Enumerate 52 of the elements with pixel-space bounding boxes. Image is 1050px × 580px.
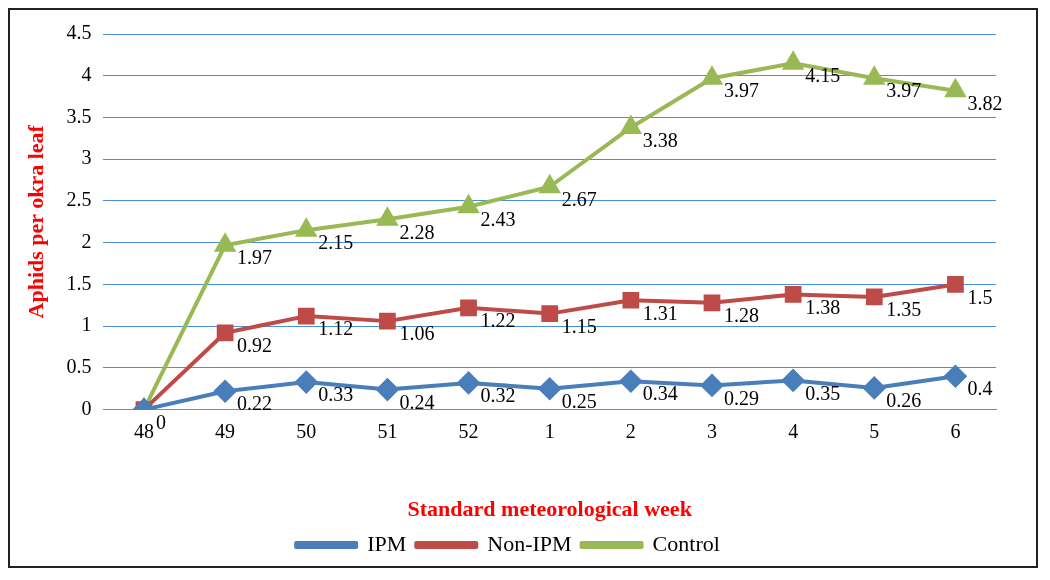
x-tick-label: 49 [215,419,236,442]
data-label: 0.22 [237,392,273,415]
legend-label: IPM [367,530,407,556]
x-tick-label: 50 [296,419,317,442]
data-label: 0.32 [480,384,516,407]
y-tick-label: 0.5 [66,355,92,378]
y-tick-label: 4 [81,62,92,85]
data-label: 1.38 [805,295,841,318]
x-tick-label: 1 [544,419,555,442]
legend-label: Control [652,530,720,556]
x-axis-title: Standard meteorological week [407,496,693,522]
legend-label: Non-IPM [487,530,572,556]
data-label: 0.33 [318,383,354,406]
data-label: 1.06 [399,322,435,345]
x-tick-label: 6 [950,419,961,442]
data-label: 3.38 [642,128,678,151]
data-label: 2.43 [480,208,516,231]
data-label: 3.82 [967,92,1003,115]
data-label: 3.97 [723,79,759,102]
x-tick-label: 48 [133,419,154,442]
data-label: 0.4 [967,377,993,400]
y-tick-label: 3.5 [66,104,92,127]
x-tick-label: 3 [706,419,717,442]
data-label: 1.5 [967,285,993,308]
data-label: 0 [155,410,166,433]
data-label: 0.29 [723,386,759,409]
y-tick-label: 1 [81,313,92,336]
x-tick-label: 51 [377,419,398,442]
y-tick-label: 4.5 [66,21,92,44]
data-label: 1.22 [480,309,516,332]
y-tick-label: 2 [81,229,92,252]
data-label: 0.24 [399,390,435,413]
data-label: 0.25 [561,389,597,412]
data-label: 1.31 [642,301,678,324]
y-axis-title: Aphids per okra leaf [22,124,48,319]
x-tick-label: 4 [788,419,799,442]
y-tick-label: 3 [81,146,92,169]
y-tick-label: 2.5 [66,188,92,211]
data-label: 0.35 [805,381,841,404]
data-label: 1.97 [237,246,273,269]
data-label: 0.26 [886,389,922,412]
data-label: 1.28 [723,304,759,327]
x-tick-label: 5 [869,419,880,442]
data-label: 1.35 [886,298,922,321]
data-label: 2.28 [399,220,435,243]
y-tick-label: 1.5 [66,271,92,294]
x-tick-label: 52 [458,419,479,442]
data-label: 3.97 [886,79,922,102]
y-tick-label: 0 [81,396,92,419]
x-tick-label: 2 [625,419,636,442]
data-label: 0.34 [642,382,678,405]
data-label: 0.92 [237,334,273,357]
